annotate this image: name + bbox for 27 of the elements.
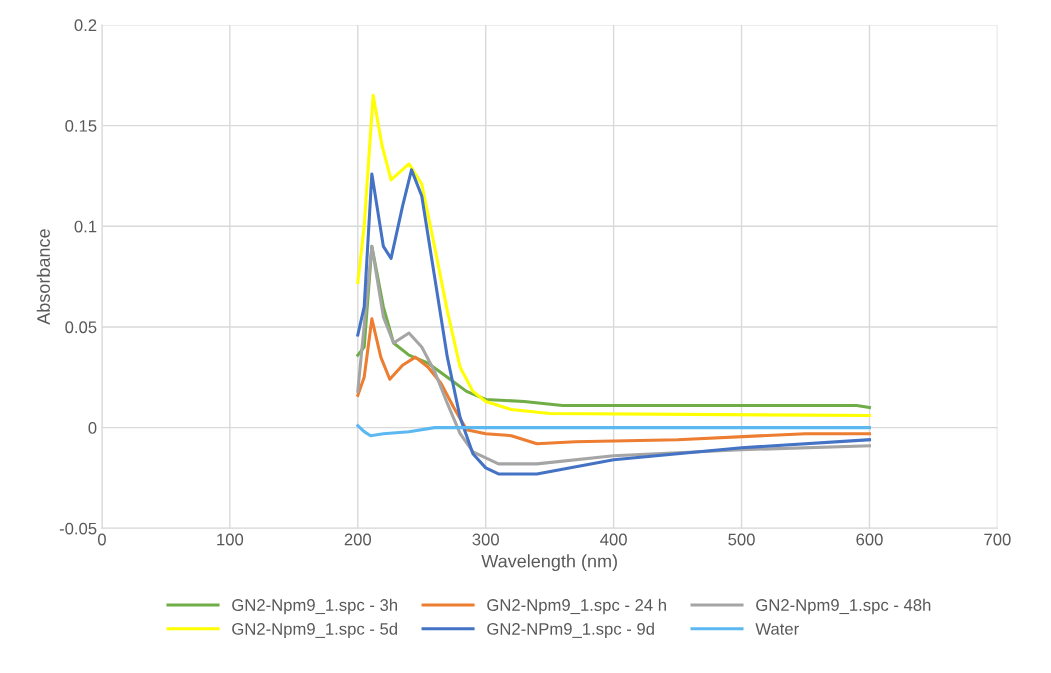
line-series [356,317,872,446]
line-series [356,168,872,476]
legend-label: GN2-Npm9_1.spc - 5d [232,622,397,639]
y-tick-label: 0.05 [65,321,97,334]
line-series [356,424,872,438]
x-tick-label: 0 [97,533,106,546]
x-tick-label: 400 [600,533,627,546]
line-series [356,93,872,418]
y-tick-label: -0.05 [59,522,97,535]
y-tick-label: 0.15 [65,119,97,132]
x-tick-label: 700 [984,533,1011,546]
x-axis-title: Wavelength (nm) [481,554,617,572]
line-series [356,244,872,466]
legend-label: GN2-Npm9_1.spc - 48h [756,598,931,615]
x-tick-label: 500 [728,533,755,546]
legend-label: GN2-Npm9_1.spc - 24 h [487,598,666,615]
x-tick-label: 100 [217,533,244,546]
y-tick-label: 0.2 [74,19,97,32]
x-tick-label: 200 [344,533,372,546]
legend-label: Water [755,623,799,635]
x-tick-label: 600 [856,533,883,546]
x-tick-label: 300 [472,533,499,546]
y-tick-label: 0.1 [74,220,97,233]
y-axis-title: Absorbance [36,229,50,325]
legend-label: GN2-Npm9_1.spc - 3h [232,598,397,615]
y-tick-label: 0 [88,422,97,434]
legend-label: GN2-NPm9_1.spc - 9d [487,622,654,639]
